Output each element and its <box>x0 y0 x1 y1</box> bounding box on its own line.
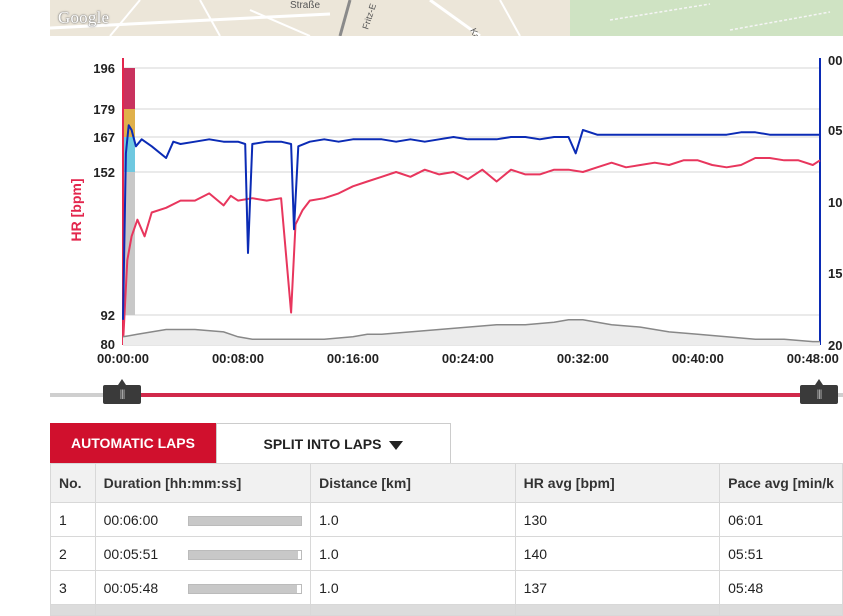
lap-hr-avg: 130 <box>514 502 721 537</box>
column-header-distance[interactable]: Distance [km] <box>310 463 516 503</box>
lap-distance: 1.0 <box>310 536 516 571</box>
elevation-area <box>123 319 820 345</box>
y-tick-label: 179 <box>93 102 115 117</box>
range-slider-end-handle[interactable]: ||| <box>800 379 838 404</box>
lap-hr-avg: 137 <box>514 570 721 605</box>
range-slider-selection <box>122 393 820 397</box>
x-tick-label: 00:08:00 <box>212 351 264 366</box>
table-row[interactable]: 3 00:05:48 1.0 137 05:48 <box>50 570 843 605</box>
map-street-label: Straße <box>290 0 320 11</box>
google-logo: Google <box>58 8 110 27</box>
caret-down-icon <box>389 440 404 450</box>
lap-duration-cell: 00:05:48 <box>94 570 312 605</box>
table-header-row: No. Duration [hh:mm:ss] Distance [km] HR… <box>50 463 843 503</box>
column-header-pace-avg[interactable]: Pace avg [min/k <box>719 463 843 503</box>
map-streets: Straße Fritz-E Karl-Ma <box>50 0 843 36</box>
y-tick-label: 167 <box>93 130 115 145</box>
heart-rate-chart[interactable]: 196 179 167 152 92 80 00 05 10 15 20 00:00:00 00:08:… <box>50 50 843 380</box>
lap-number: 2 <box>50 536 96 571</box>
y-right-tick-label: 05 <box>828 123 842 138</box>
route-map[interactable]: Straße Fritz-E Karl-Ma Google <box>50 0 843 36</box>
lap-distance: 1.0 <box>310 502 516 537</box>
map-street-label: Karl-Ma <box>468 27 490 36</box>
duration-bar <box>188 583 303 594</box>
tab-automatic-laps-label: AUTOMATIC LAPS <box>71 435 195 451</box>
column-header-no[interactable]: No. <box>50 463 96 503</box>
tab-split-into-laps-label: SPLIT INTO LAPS <box>263 436 382 452</box>
column-header-hr-avg[interactable]: HR avg [bpm] <box>514 463 721 503</box>
tab-automatic-laps[interactable]: AUTOMATIC LAPS <box>50 423 216 463</box>
table-row[interactable]: 2 00:05:51 1.0 140 05:51 <box>50 536 843 571</box>
y-tick-label: 152 <box>93 165 115 180</box>
lap-duration-cell: 00:05:51 <box>94 536 312 571</box>
duration-bar-fill <box>189 584 297 593</box>
pace-line <box>122 124 820 320</box>
y-right-tick-label: 15 <box>828 266 842 281</box>
y-right-tick-label: 20 <box>828 338 842 353</box>
laps-table: No. Duration [hh:mm:ss] Distance [km] HR… <box>50 463 843 616</box>
lap-distance: 1.0 <box>310 570 516 605</box>
hr-zone-band <box>123 68 135 109</box>
y-right-tick-label: 00 <box>828 53 842 68</box>
column-header-duration[interactable]: Duration [hh:mm:ss] <box>94 463 312 503</box>
tab-split-into-laps[interactable]: SPLIT INTO LAPS <box>216 423 451 463</box>
lap-duration: 00:05:48 <box>103 579 159 596</box>
x-tick-label: 00:48:00 <box>787 351 839 366</box>
y-axis-label: HR [bpm] <box>68 179 84 242</box>
table-row[interactable]: 1 00:06:00 1.0 130 06:01 <box>50 502 843 537</box>
duration-bar <box>188 549 303 560</box>
elevation-line <box>122 319 820 343</box>
x-tick-label: 00:40:00 <box>672 351 724 366</box>
y-tick-label: 80 <box>101 337 115 352</box>
range-slider-start-handle[interactable]: ||| <box>103 379 141 404</box>
x-tick-label: 00:32:00 <box>557 351 609 366</box>
duration-bar <box>188 515 303 526</box>
lap-hr-avg: 140 <box>514 536 721 571</box>
lap-pace-avg: 06:01 <box>719 502 843 537</box>
lap-duration: 00:06:00 <box>103 511 159 528</box>
y-right-tick-label: 10 <box>828 195 842 210</box>
y-tick-label: 196 <box>93 61 115 76</box>
lap-pace-avg: 05:48 <box>719 570 843 605</box>
x-tick-label: 00:24:00 <box>442 351 494 366</box>
heart-rate-line <box>122 157 821 345</box>
table-row[interactable] <box>50 604 843 616</box>
lap-duration: 00:05:51 <box>103 545 159 562</box>
lap-number: 3 <box>50 570 96 605</box>
duration-bar-fill <box>189 516 302 525</box>
y-tick-label: 92 <box>101 308 115 323</box>
lap-pace-avg: 05:51 <box>719 536 843 571</box>
lap-number: 1 <box>50 502 96 537</box>
x-tick-label: 00:00:00 <box>97 351 149 366</box>
x-tick-label: 00:16:00 <box>327 351 379 366</box>
duration-bar-fill <box>189 550 298 559</box>
lap-duration-cell: 00:06:00 <box>94 502 312 537</box>
